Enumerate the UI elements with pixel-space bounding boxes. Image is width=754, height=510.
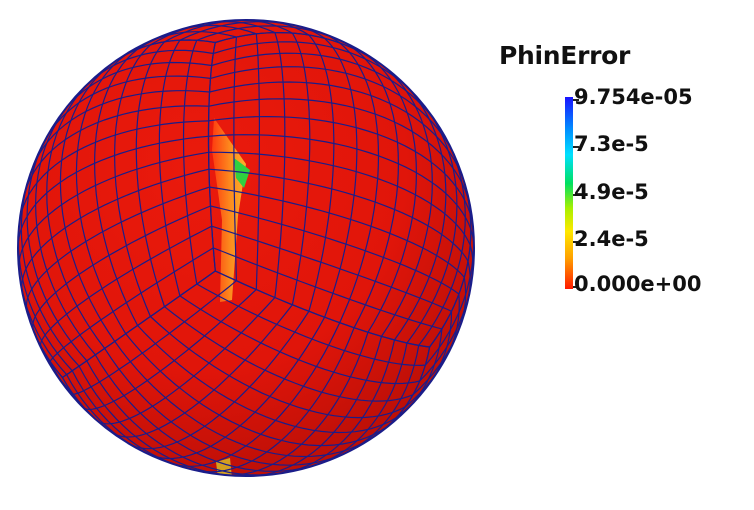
mesh-line xyxy=(215,270,430,348)
legend-tick xyxy=(573,241,579,243)
mesh-line xyxy=(209,186,465,278)
mesh-line xyxy=(46,74,106,349)
mesh-line xyxy=(34,97,96,356)
mesh-line xyxy=(210,205,460,295)
mesh-line xyxy=(125,333,388,447)
mesh-line xyxy=(208,151,471,246)
mesh-line xyxy=(223,332,369,476)
mesh-line xyxy=(21,168,210,294)
legend-tick xyxy=(573,286,579,288)
mesh-line xyxy=(75,54,127,335)
legend-tick xyxy=(573,146,579,148)
mesh-line xyxy=(208,98,469,199)
mesh-line xyxy=(213,247,443,330)
mesh-line xyxy=(44,75,211,142)
legend-tick-label: 0.000e+00 xyxy=(574,272,702,296)
mesh-line xyxy=(158,39,181,297)
mesh-line xyxy=(26,133,88,362)
legend-tick-label: 4.9e-5 xyxy=(574,180,649,204)
legend-tick-label: 7.3e-5 xyxy=(574,132,649,156)
mesh-line xyxy=(149,316,406,419)
mesh-line xyxy=(86,360,288,476)
legend-tick xyxy=(573,99,579,101)
sphere-outline xyxy=(17,19,475,477)
mesh-line xyxy=(179,295,420,385)
mesh-line xyxy=(113,304,293,438)
mesh-line xyxy=(394,80,447,341)
mesh-line xyxy=(211,225,452,312)
mesh-line xyxy=(312,342,408,467)
mesh-line xyxy=(208,115,471,214)
mesh-line xyxy=(127,310,310,450)
mesh-line xyxy=(114,341,378,458)
mesh-line xyxy=(278,339,396,475)
legend-title: PhinError xyxy=(499,41,631,70)
mesh-line xyxy=(208,168,469,262)
mesh-line xyxy=(209,81,465,183)
color-bar xyxy=(565,97,573,289)
error-hotspot xyxy=(234,158,250,188)
legend-tick xyxy=(573,194,579,196)
mesh-line xyxy=(59,61,116,342)
mesh-line xyxy=(146,316,326,460)
mesh-line xyxy=(113,44,151,317)
mesh-line xyxy=(207,42,216,272)
mesh-line xyxy=(137,325,397,434)
mesh-line xyxy=(63,61,212,112)
sphere-surface xyxy=(18,20,474,476)
mesh-line xyxy=(167,322,341,467)
mesh-line xyxy=(135,41,166,307)
mesh-line xyxy=(93,48,139,326)
legend-tick-label: 9.754e-05 xyxy=(574,85,693,109)
mesh-line xyxy=(18,135,209,249)
mesh-line xyxy=(213,41,423,104)
mesh-line xyxy=(196,283,426,367)
mesh-line xyxy=(18,151,209,273)
mesh-line xyxy=(94,354,321,472)
mesh-line xyxy=(22,105,209,200)
mesh-line xyxy=(211,52,444,135)
mesh-line xyxy=(208,134,472,230)
mesh-line xyxy=(210,66,457,159)
mesh-line xyxy=(104,348,352,466)
mesh-line xyxy=(164,306,414,402)
mesh-line xyxy=(182,40,198,285)
legend-tick-label: 2.4e-5 xyxy=(574,227,649,251)
